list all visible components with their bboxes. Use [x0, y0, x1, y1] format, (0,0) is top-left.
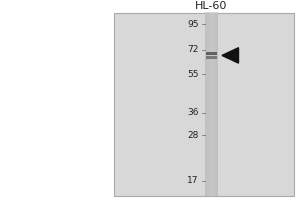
Text: 72: 72	[188, 45, 199, 54]
Text: 36: 36	[188, 108, 199, 117]
Bar	[205, 13, 217, 196]
Polygon shape	[222, 48, 238, 63]
Text: 95: 95	[188, 20, 199, 29]
Bar	[206, 56, 217, 59]
Text: 17: 17	[188, 176, 199, 185]
Text: HL-60: HL-60	[195, 1, 227, 11]
Text: 55: 55	[188, 70, 199, 79]
Bar	[114, 13, 294, 196]
Text: 28: 28	[188, 131, 199, 140]
Bar	[206, 52, 217, 55]
